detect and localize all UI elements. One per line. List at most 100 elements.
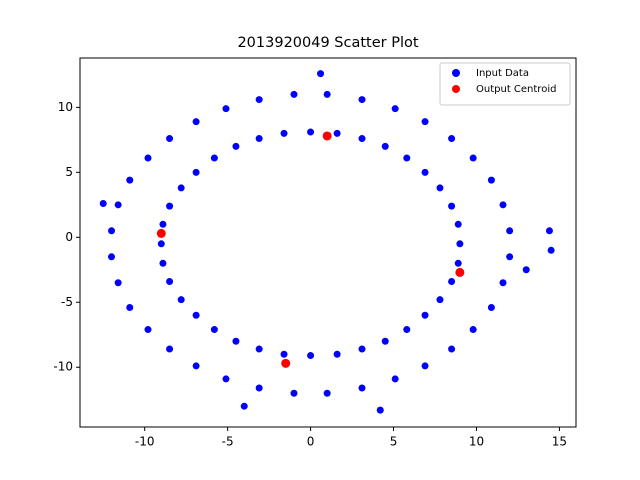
point [307,128,315,136]
point [421,311,429,319]
point [166,345,174,353]
point [144,326,152,334]
point [323,389,331,397]
point [454,259,462,267]
point [547,246,555,254]
point [421,362,429,370]
point [126,303,134,311]
x-tick-label: -5 [222,435,234,449]
point [99,200,107,208]
point [455,267,465,277]
point [522,266,530,274]
point [144,154,152,162]
point [255,384,263,392]
y-tick-label: 10 [58,100,73,114]
point [391,105,399,113]
point [545,227,553,235]
point [469,154,477,162]
point [454,220,462,228]
point [157,240,165,248]
y-tick-label: 0 [65,230,73,244]
point [403,326,411,334]
point [448,135,456,143]
y-tick-label: 5 [65,165,73,179]
point [358,96,366,104]
point [499,201,507,209]
point [421,168,429,176]
point [487,176,495,184]
legend-label: Input Data [476,68,529,79]
point [232,337,240,345]
chart-title: 2013920049 Scatter Plot [237,35,418,51]
point [333,350,341,358]
point [436,184,444,192]
point [403,154,411,162]
point [381,337,389,345]
point [108,227,116,235]
point [222,375,230,383]
x-tick-label: 5 [390,435,398,449]
point [114,279,122,287]
point [114,201,122,209]
point [381,142,389,150]
point [333,129,341,137]
point [280,350,288,358]
point [166,202,174,210]
point [290,90,298,98]
x-tick-label: -10 [135,435,155,449]
point [307,352,315,360]
point [290,389,298,397]
point [222,105,230,113]
point [456,240,464,248]
point [448,277,456,285]
point [436,296,444,304]
point [469,326,477,334]
point [159,259,167,267]
point [317,70,325,78]
y-tick-label: -10 [53,360,73,374]
point [126,176,134,184]
x-tick-label: 15 [552,435,567,449]
point [421,118,429,126]
point [177,296,185,304]
point [255,345,263,353]
point [192,311,200,319]
point [448,345,456,353]
point [166,277,174,285]
point [159,220,167,228]
point [192,362,200,370]
y-tick-label: -5 [61,295,73,309]
point [177,184,185,192]
legend-marker [452,69,460,77]
point [255,135,263,143]
point [232,142,240,150]
point [376,406,384,414]
point [448,202,456,210]
legend-marker [452,85,460,93]
point [358,345,366,353]
point [506,227,514,235]
point [156,228,166,238]
point [487,303,495,311]
point [323,90,331,98]
point [240,402,248,410]
point [210,326,218,334]
plot-frame [79,57,577,428]
point [192,168,200,176]
point [358,384,366,392]
point [391,375,399,383]
point [192,118,200,126]
point [358,135,366,143]
point [210,154,218,162]
x-tick-label: 0 [307,435,315,449]
point [499,279,507,287]
point [255,96,263,104]
point [322,131,332,141]
x-tick-label: 10 [469,435,484,449]
point [506,253,514,261]
point [166,135,174,143]
point [281,358,291,368]
point [280,129,288,137]
legend-box [439,62,571,106]
